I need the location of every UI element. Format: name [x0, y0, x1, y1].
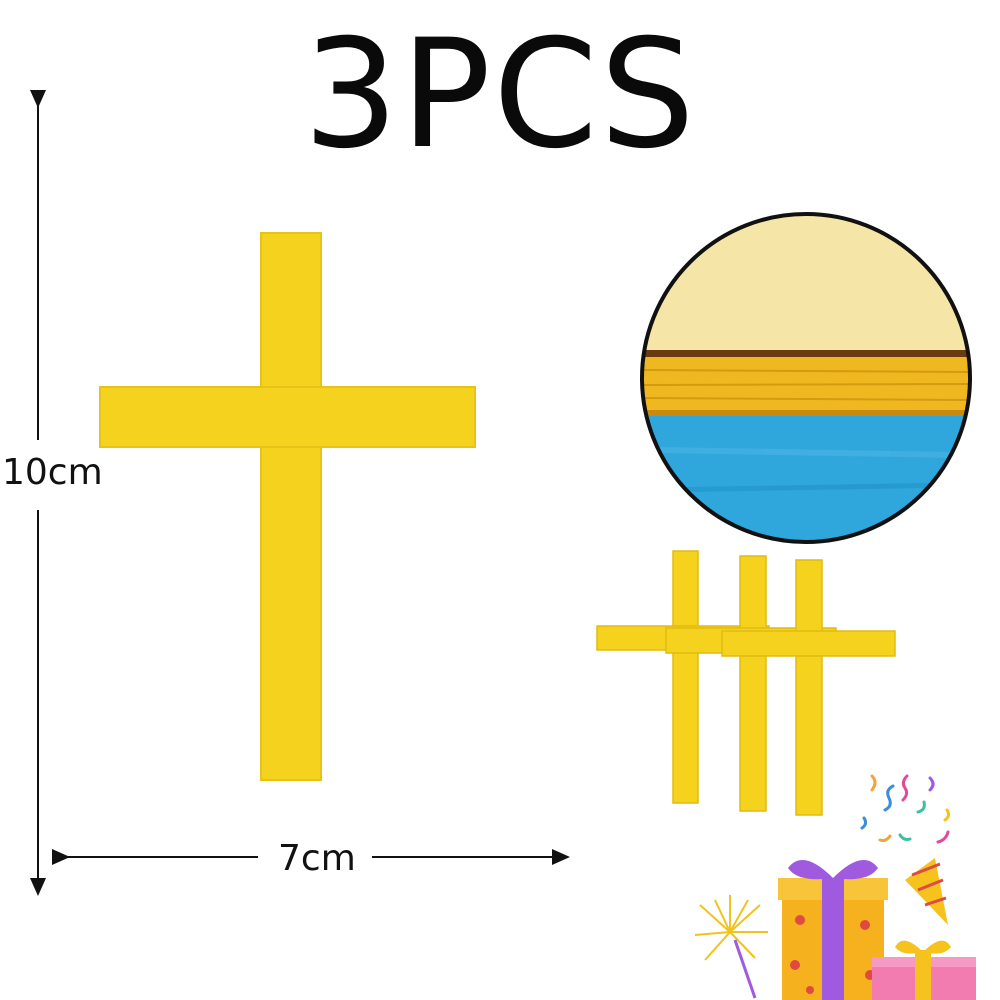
small-cross-3: [721, 559, 896, 816]
material-closeup-circle: [640, 212, 972, 544]
height-label: 10cm: [0, 452, 105, 493]
width-label: 7cm: [270, 838, 364, 879]
large-cross: [99, 232, 476, 781]
quantity-title: 3PCS: [303, 8, 697, 182]
party-horn-icon: [905, 858, 948, 925]
confetti-icon: [860, 774, 951, 844]
gift-box-icon: [778, 860, 976, 1000]
sparkler-icon: [694, 895, 768, 999]
